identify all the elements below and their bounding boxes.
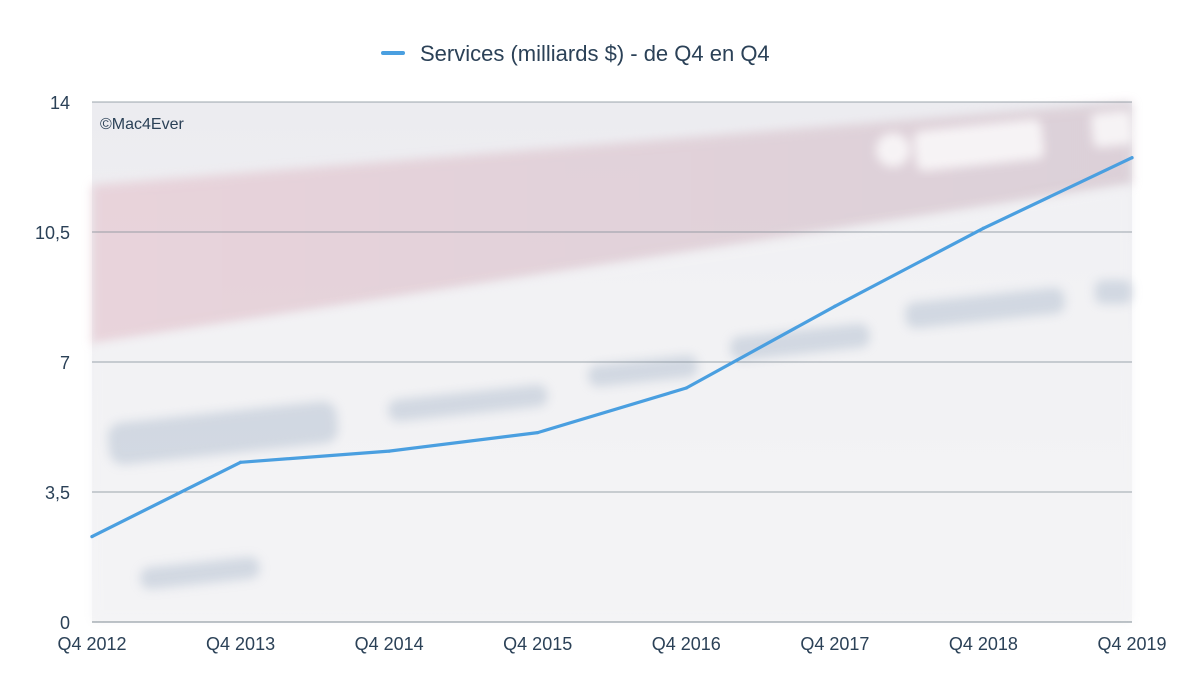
data-point bbox=[1130, 156, 1134, 160]
x-tick-label: Q4 2019 bbox=[1097, 634, 1166, 654]
gridlines bbox=[92, 101, 1132, 623]
y-axis: 0 3,5 7 10,5 14 bbox=[35, 93, 70, 633]
legend-label: Services (milliards $) - de Q4 en Q4 bbox=[420, 41, 770, 66]
data-point bbox=[684, 386, 688, 390]
y-tick-label: 7 bbox=[60, 353, 70, 373]
series-line-0 bbox=[90, 156, 1134, 539]
y-tick-label: 0 bbox=[60, 613, 70, 633]
data-point bbox=[387, 449, 391, 453]
apple-music-icon bbox=[876, 110, 1134, 171]
x-axis: Q4 2012 Q4 2013 Q4 2014 Q4 2015 Q4 2016 Q4 20… bbox=[57, 634, 1166, 654]
x-tick-label: Q4 2018 bbox=[949, 634, 1018, 654]
x-tick-label: Q4 2012 bbox=[57, 634, 126, 654]
watermark: ©Mac4Ever bbox=[100, 116, 184, 133]
x-tick-label: Q4 2017 bbox=[800, 634, 869, 654]
legend: Services (milliards $) - de Q4 en Q4 bbox=[381, 41, 770, 66]
x-tick-label: Q4 2016 bbox=[652, 634, 721, 654]
x-tick-label: Q4 2013 bbox=[206, 634, 275, 654]
x-tick-label: Q4 2015 bbox=[503, 634, 572, 654]
series bbox=[90, 156, 1134, 539]
data-point bbox=[981, 226, 986, 230]
y-tick-label: 14 bbox=[50, 93, 70, 113]
data-point bbox=[238, 460, 243, 464]
data-point bbox=[833, 304, 837, 308]
y-tick-label: 10,5 bbox=[35, 223, 70, 243]
data-point bbox=[90, 534, 94, 539]
data-point bbox=[536, 430, 540, 435]
y-tick-label: 3,5 bbox=[45, 483, 70, 503]
x-tick-label: Q4 2014 bbox=[355, 634, 424, 654]
